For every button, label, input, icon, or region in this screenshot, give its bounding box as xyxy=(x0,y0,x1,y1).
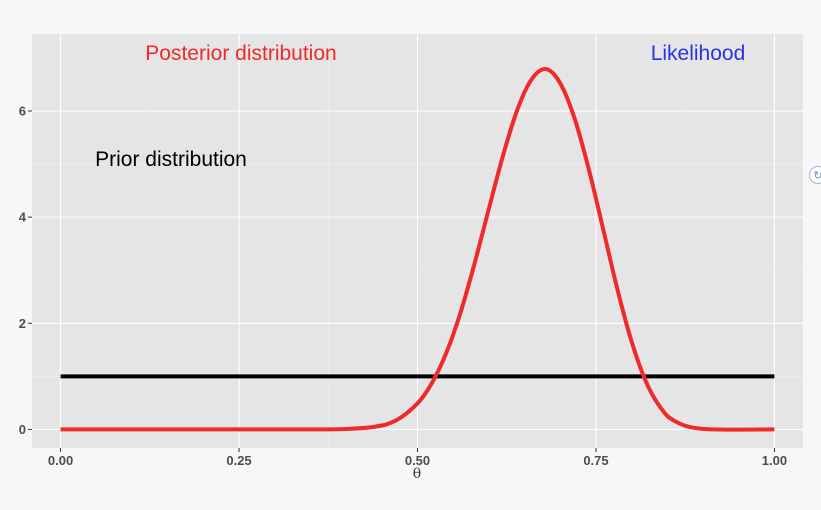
series-layer xyxy=(60,66,775,432)
scroll-edge-icon[interactable]: ↻ xyxy=(809,166,821,184)
x-tick-label: 0.50 xyxy=(405,453,430,468)
x-tick-label: 0.25 xyxy=(226,453,251,468)
x-axis-title: θ xyxy=(413,466,421,482)
major-gridlines xyxy=(32,34,803,448)
tick-labels: 0.00 0.25 0.50 0.75 1.00 0 2 4 6 xyxy=(19,103,787,468)
annotation-prior: Prior distribution xyxy=(95,148,247,171)
x-tick-label: 0.75 xyxy=(583,453,608,468)
axis-ticks xyxy=(28,110,775,452)
annotation-likelihood: Likelihood xyxy=(651,42,746,65)
annotation-posterior: Posterior distribution xyxy=(145,42,336,65)
y-tick-label: 6 xyxy=(19,103,26,118)
y-tick-label: 2 xyxy=(19,316,26,331)
y-tick-label: 0 xyxy=(19,422,26,437)
posterior-line xyxy=(60,66,775,432)
x-tick-label: 0.00 xyxy=(48,453,73,468)
x-tick-label: 1.00 xyxy=(762,453,787,468)
y-tick-label: 4 xyxy=(19,210,27,225)
